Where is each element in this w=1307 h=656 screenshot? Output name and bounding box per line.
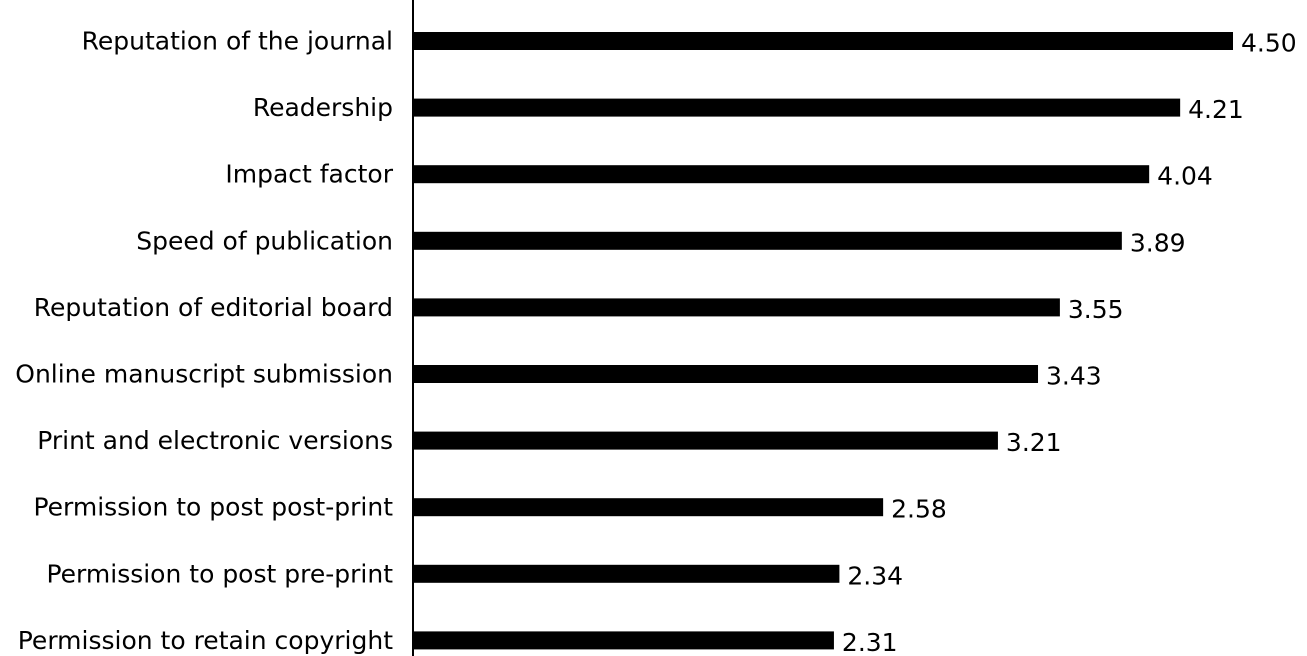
- value-labels: 4.50 4.21 4.04 3.89 3.55 3.43 3.21 2.58 2.34 2.31: [842, 29, 1297, 656]
- category-label: Speed of publication: [136, 226, 393, 255]
- bars-layer: [413, 32, 1233, 650]
- value-label: 3.21: [1006, 428, 1062, 457]
- category-label: Online manuscript submission: [15, 360, 393, 389]
- value-label: 4.21: [1188, 95, 1244, 124]
- bar: [413, 98, 1181, 117]
- category-labels: Reputation of the journal Readership Impac…: [15, 27, 393, 655]
- bar: [413, 564, 840, 583]
- category-label: Reputation of the journal: [82, 27, 393, 56]
- bar: [413, 165, 1150, 184]
- category-label: Permission to post pre-print: [46, 559, 393, 588]
- category-label: Impact factor: [225, 160, 393, 189]
- value-label: 4.50: [1241, 29, 1297, 58]
- category-label: Reputation of editorial board: [34, 293, 393, 322]
- category-label: Print and electronic versions: [37, 426, 393, 455]
- bar: [413, 32, 1233, 50]
- value-label: 3.43: [1046, 362, 1102, 391]
- bar: [413, 298, 1060, 317]
- category-label: Permission to retain copyright: [18, 626, 393, 655]
- category-label: Permission to post post-print: [33, 493, 393, 522]
- bar: [413, 498, 884, 517]
- value-label: 3.55: [1068, 295, 1124, 324]
- category-label: Readership: [253, 93, 393, 122]
- bar: [413, 631, 834, 650]
- value-label: 3.89: [1130, 228, 1186, 257]
- bar: [413, 231, 1122, 250]
- bar: [413, 365, 1039, 383]
- value-label: 4.04: [1157, 162, 1213, 191]
- value-label: 2.34: [847, 561, 903, 590]
- value-label: 2.58: [891, 495, 947, 524]
- bar: [413, 431, 998, 450]
- value-label: 2.31: [842, 628, 898, 656]
